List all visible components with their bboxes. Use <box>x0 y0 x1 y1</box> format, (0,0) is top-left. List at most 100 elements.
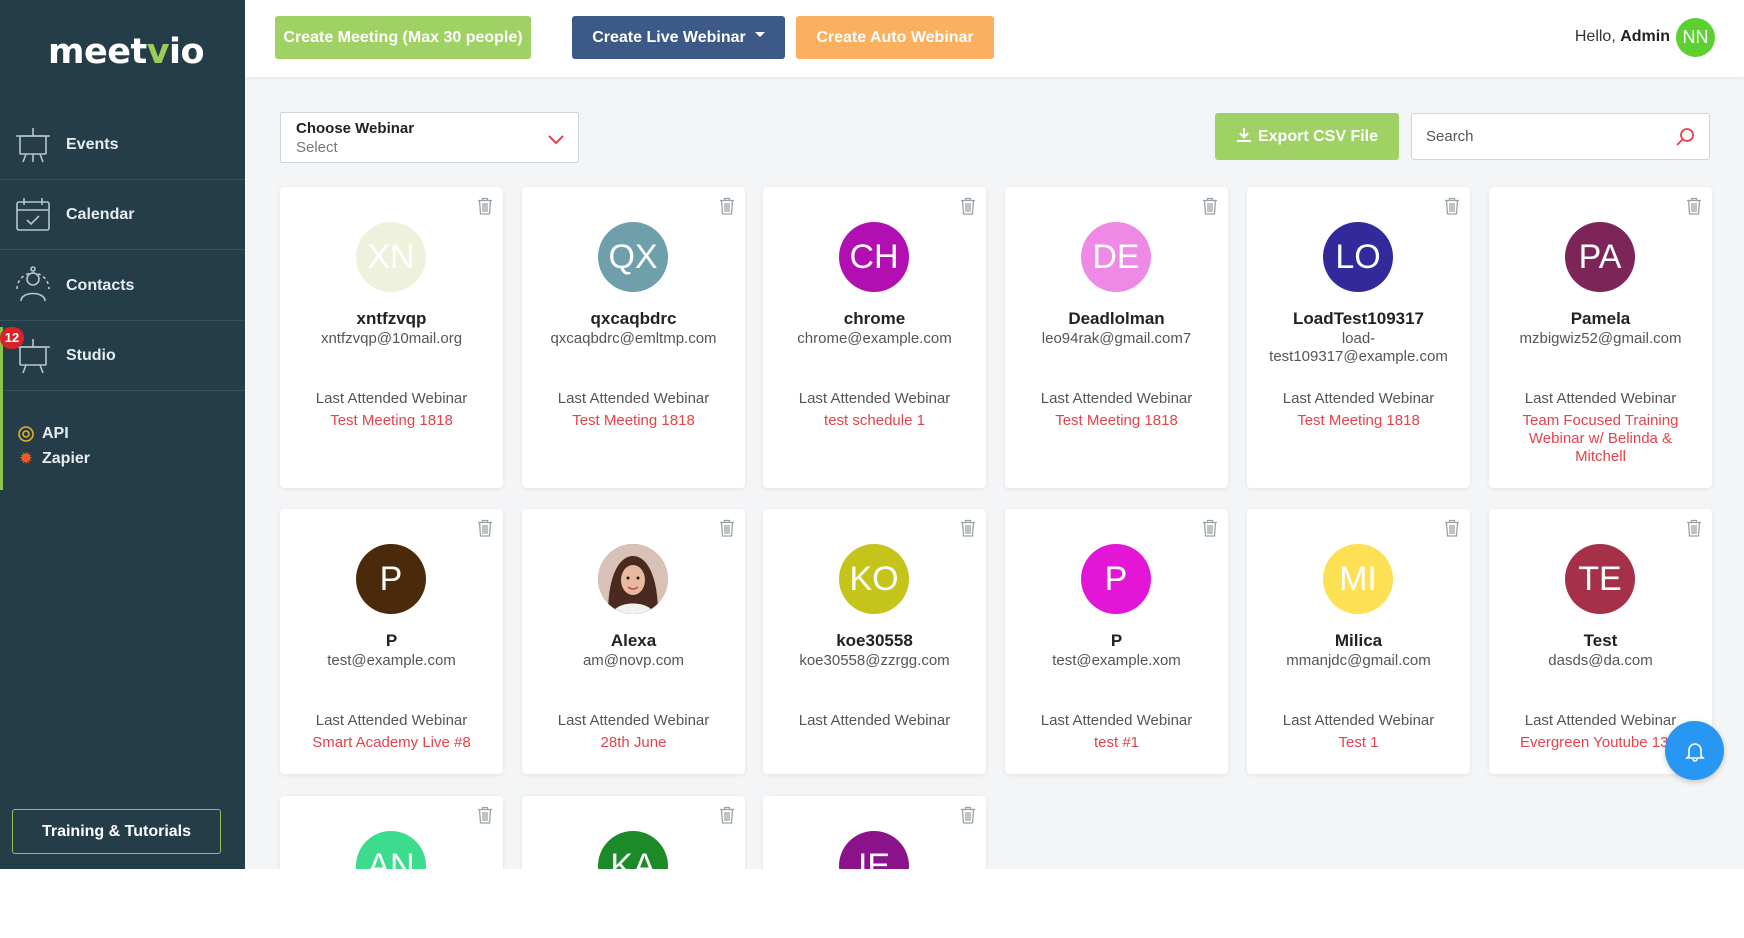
contact-avatar: CH <box>839 222 909 292</box>
contact-card[interactable]: LO LoadTest109317 load-test109317@exampl… <box>1247 187 1470 488</box>
notification-button[interactable] <box>1665 721 1724 780</box>
contact-email: koe30558@zzrgg.com <box>799 652 950 669</box>
last-attended-webinar[interactable]: 28th June <box>600 734 667 751</box>
contact-card[interactable]: Alexa am@novp.com Last Attended Webinar … <box>522 509 745 774</box>
training-tutorials-button[interactable]: Training & Tutorials <box>12 809 221 854</box>
export-csv-label: Export CSV File <box>1257 128 1379 145</box>
contact-card[interactable]: PA Pamela mzbigwiz52@gmail.com Last Atte… <box>1489 187 1712 488</box>
contact-card[interactable]: KO koe30558 koe30558@zzrgg.com Last Atte… <box>763 509 986 774</box>
trash-icon[interactable] <box>1686 197 1702 215</box>
last-attended-label: Last Attended Webinar <box>798 390 951 407</box>
trash-icon[interactable] <box>960 197 976 215</box>
contact-name: Alexa <box>610 631 657 650</box>
contact-name: P <box>1110 631 1123 650</box>
contact-avatar: IE <box>839 831 909 869</box>
contact-name: Deadlolman <box>1068 309 1165 328</box>
sidebar: meetvio Events Calendar Contacts Studio <box>0 0 245 869</box>
last-attended-webinar[interactable]: Smart Academy Live #8 <box>312 734 471 751</box>
trash-icon[interactable] <box>960 519 976 537</box>
contact-avatar: KO <box>839 544 909 614</box>
contact-avatar: PA <box>1565 222 1635 292</box>
app-root: meetvio Events Calendar Contacts Studio <box>0 0 1744 869</box>
search-input[interactable] <box>1426 114 1666 159</box>
contact-email: mzbigwiz52@gmail.com <box>1519 330 1682 347</box>
choose-webinar-value: Select <box>296 139 338 156</box>
events-icon <box>12 124 54 166</box>
search-icon[interactable] <box>1674 126 1696 148</box>
trash-icon[interactable] <box>960 806 976 824</box>
export-csv-button[interactable]: Export CSV File <box>1215 113 1399 160</box>
last-attended-webinar[interactable]: test #1 <box>1093 734 1140 751</box>
contact-name: Test <box>1583 631 1618 650</box>
contact-name: Pamela <box>1570 309 1631 328</box>
sidebar-item-events[interactable]: Events <box>0 110 245 180</box>
create-auto-webinar-button[interactable]: Create Auto Webinar <box>796 16 994 59</box>
choose-webinar-select[interactable]: Choose Webinar Select <box>280 112 579 163</box>
contact-avatar: P <box>356 544 426 614</box>
contact-name: xntfzvqp <box>356 309 427 328</box>
last-attended-label: Last Attended Webinar <box>1040 712 1193 729</box>
contact-email: test@example.xom <box>1052 652 1181 669</box>
contact-email: test@example.com <box>327 652 456 669</box>
last-attended-webinar[interactable]: test schedule 1 <box>824 412 925 429</box>
trash-icon[interactable] <box>1202 519 1218 537</box>
contact-name: P <box>385 631 398 650</box>
contact-card[interactable]: IE <box>763 796 986 869</box>
contact-card[interactable]: KA <box>522 796 745 869</box>
contact-avatar: DE <box>1081 222 1151 292</box>
trash-icon[interactable] <box>1444 197 1460 215</box>
contacts-icon <box>12 265 54 307</box>
create-meeting-button[interactable]: Create Meeting (Max 30 people) <box>275 16 531 59</box>
contact-email: chrome@example.com <box>797 330 952 347</box>
trash-icon[interactable] <box>477 197 493 215</box>
meetvio-logo[interactable]: meetvio <box>48 32 205 72</box>
last-attended-webinar[interactable]: Test Meeting 1818 <box>1055 412 1178 429</box>
trash-icon[interactable] <box>719 519 735 537</box>
trash-icon[interactable] <box>719 806 735 824</box>
last-attended-webinar[interactable]: Test Meeting 1818 <box>572 412 695 429</box>
sidebar-item-studio[interactable]: Studio <box>0 321 245 391</box>
contact-avatar: MI <box>1323 544 1393 614</box>
last-attended-webinar[interactable]: Evergreen Youtube 13.1 <box>1520 734 1681 751</box>
sidebar-item-label: Contacts <box>66 276 135 294</box>
last-attended-label: Last Attended Webinar <box>1524 712 1677 729</box>
contact-card[interactable]: QX qxcaqbdrc qxcaqbdrc@emltmp.com Last A… <box>522 187 745 488</box>
contact-card[interactable]: MI Milica mmanjdc@gmail.com Last Attende… <box>1247 509 1470 774</box>
last-attended-webinar[interactable]: Test Meeting 1818 <box>1297 412 1420 429</box>
last-attended-webinar[interactable]: Test Meeting 1818 <box>330 412 453 429</box>
create-live-webinar-button[interactable]: Create Live Webinar <box>572 16 785 59</box>
contact-avatar: AN <box>356 831 426 869</box>
trash-icon[interactable] <box>1202 197 1218 215</box>
user-name: Admin <box>1620 28 1670 45</box>
sidebar-item-api[interactable]: API <box>16 424 69 444</box>
contact-name: koe30558 <box>836 631 913 650</box>
user-avatar[interactable]: NN <box>1676 18 1715 57</box>
sidebar-item-zapier[interactable]: ✹ Zapier <box>16 449 90 469</box>
zapier-icon: ✹ <box>18 449 34 468</box>
chevron-down-icon <box>548 135 564 145</box>
top-bar: Create Meeting (Max 30 people) Create Li… <box>245 0 1744 77</box>
last-attended-label: Last Attended Webinar <box>1282 390 1435 407</box>
trash-icon[interactable] <box>1686 519 1702 537</box>
sidebar-item-calendar[interactable]: Calendar <box>0 180 245 250</box>
contact-name: chrome <box>843 309 906 328</box>
trash-icon[interactable] <box>477 806 493 824</box>
contact-card[interactable]: DE Deadlolman leo94rak@gmail.com7 Last A… <box>1005 187 1228 488</box>
sidebar-item-contacts[interactable]: Contacts <box>0 251 245 321</box>
search-box <box>1411 113 1710 160</box>
trash-icon[interactable] <box>1444 519 1460 537</box>
contact-card[interactable]: XN xntfzvqp xntfzvqp@10mail.org Last Att… <box>280 187 503 488</box>
trash-icon[interactable] <box>719 197 735 215</box>
trash-icon[interactable] <box>477 519 493 537</box>
contact-email: dasds@da.com <box>1548 652 1653 669</box>
contact-card[interactable]: CH chrome chrome@example.com Last Attend… <box>763 187 986 488</box>
last-attended-webinar[interactable]: Team Focused Training Webinar w/ Belinda… <box>1522 412 1679 465</box>
contact-card[interactable]: P P test@example.xom Last Attended Webin… <box>1005 509 1228 774</box>
last-attended-webinar[interactable]: Test 1 <box>1338 734 1379 751</box>
contact-avatar: XN <box>356 222 426 292</box>
contact-card[interactable]: AN <box>280 796 503 869</box>
greeting: Hello, Admin <box>1574 28 1670 45</box>
sidebar-item-label: Events <box>66 135 119 153</box>
contact-card[interactable]: P P test@example.com Last Attended Webin… <box>280 509 503 774</box>
contact-email: qxcaqbdrc@emltmp.com <box>550 330 717 347</box>
